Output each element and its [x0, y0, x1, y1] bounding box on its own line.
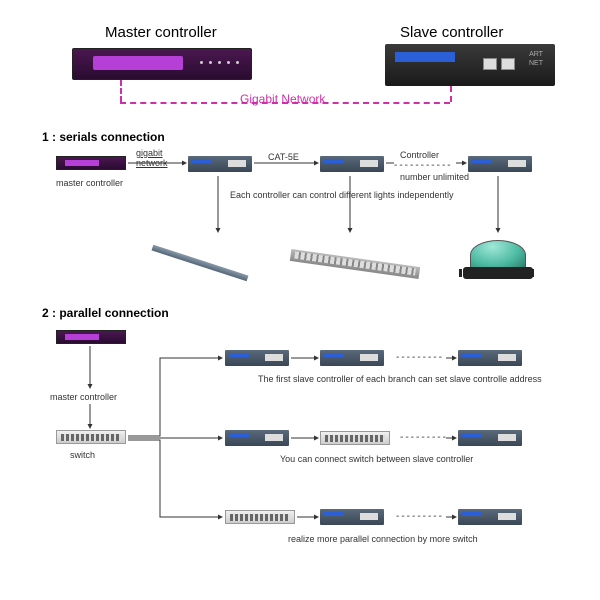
slave-sm-1a — [188, 156, 252, 172]
dots-2c: --------- — [396, 511, 444, 522]
dots-2a: --------- — [396, 352, 444, 363]
link2-label: CAT-5E — [268, 152, 299, 162]
slave-sm-2b2 — [458, 430, 522, 446]
slave-sm-2c2 — [458, 509, 522, 525]
slave-sm-1c — [468, 156, 532, 172]
section1-caption: Each controller can control different li… — [230, 190, 453, 200]
network-label: Gigabit Network — [240, 92, 325, 106]
slave-sm-2a3 — [458, 350, 522, 366]
net-line-v1 — [120, 80, 122, 102]
dots-2b: --------- — [400, 432, 448, 443]
slave-sm-1b — [320, 156, 384, 172]
switch-label: switch — [70, 450, 95, 460]
master-controller-sm-2 — [56, 330, 126, 344]
master-label-2: master controller — [50, 392, 117, 402]
link1-label: gigabit network — [136, 148, 168, 168]
dots-1: ----------- — [394, 160, 453, 171]
artnet-logo: ART NET — [523, 50, 549, 78]
switch-3 — [225, 510, 295, 524]
row2-caption: You can connect switch between slave con… — [280, 454, 473, 464]
row1-caption: The first slave controller of each branc… — [258, 374, 558, 384]
master-label-1: master controller — [56, 178, 123, 188]
switch-1 — [56, 430, 126, 444]
slave-controller-large: ART NET — [385, 44, 555, 86]
link3-label: Controller — [400, 150, 439, 160]
master-controller-large — [72, 48, 252, 80]
section2-heading: 2 : parallel connection — [42, 306, 169, 320]
unlimited-label: number unlimited — [400, 172, 469, 182]
switch-2 — [320, 431, 390, 445]
slave-title: Slave controller — [400, 24, 503, 41]
slave-sm-2b1 — [225, 430, 289, 446]
slave-sm-2a1 — [225, 350, 289, 366]
master-controller-sm-1 — [56, 156, 126, 170]
slave-sm-2c1 — [320, 509, 384, 525]
row3-caption: realize more parallel connection by more… — [288, 534, 478, 544]
light-tube — [152, 245, 249, 282]
net-line-v2 — [450, 86, 452, 102]
light-bar — [290, 249, 420, 279]
section1-heading: 1 : serials connection — [42, 130, 165, 144]
light-dome — [470, 240, 533, 279]
master-title: Master controller — [105, 24, 217, 41]
slave-sm-2a2 — [320, 350, 384, 366]
